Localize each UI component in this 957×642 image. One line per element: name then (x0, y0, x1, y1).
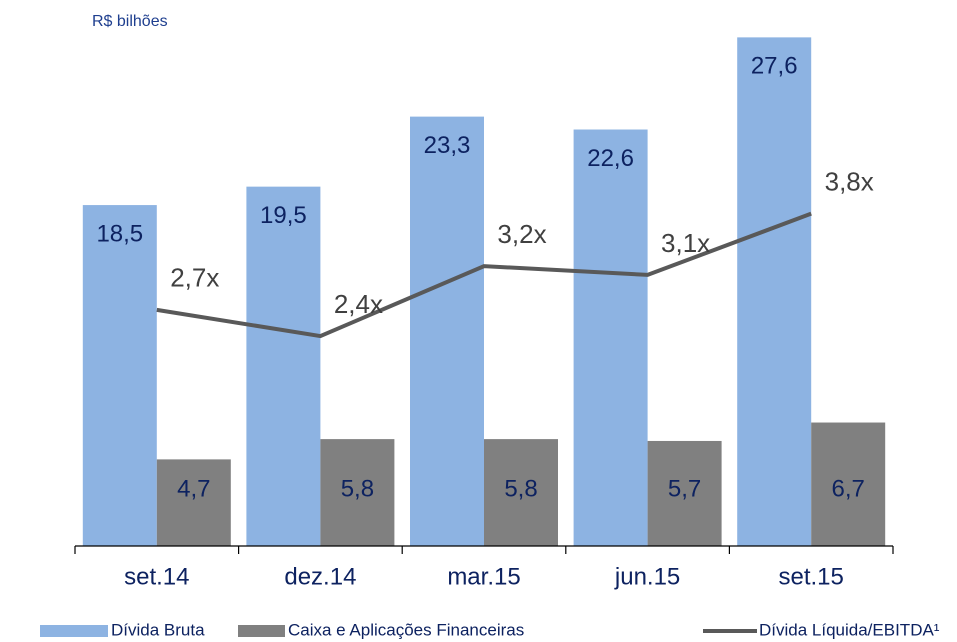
data-label: 6,7 (832, 475, 865, 502)
bar (156, 459, 231, 546)
line-label: 3,1x (661, 228, 710, 258)
bar (811, 422, 886, 546)
line-label: 3,2x (497, 219, 546, 249)
data-label: 5,8 (341, 475, 374, 502)
data-label: 19,5 (260, 202, 307, 229)
bar (737, 37, 812, 546)
data-label: 22,6 (587, 145, 634, 172)
x-tick-label: set.14 (124, 563, 189, 590)
x-tick-label: dez.14 (284, 563, 356, 590)
data-label: 23,3 (424, 132, 471, 159)
bar (82, 205, 157, 547)
data-label: 4,7 (177, 475, 210, 502)
bar (246, 186, 321, 546)
line-label: 3,8x (825, 167, 874, 197)
legend-label: Caixa e Aplicações Financeiras (288, 620, 524, 639)
line (156, 211, 812, 339)
legend-label: Dívida Bruta (111, 620, 205, 639)
legend-swatch (238, 625, 285, 637)
x-tick-label: jun.15 (614, 563, 680, 590)
bar (573, 129, 648, 546)
data-label: 5,7 (668, 475, 701, 502)
x-tick-label: set.15 (779, 563, 844, 590)
unit-label: R$ bilhões (92, 13, 168, 30)
legend-swatch (40, 625, 108, 637)
data-label: 5,8 (504, 475, 537, 502)
data-label: 18,5 (96, 220, 143, 247)
bar (484, 439, 558, 546)
legend-label: Dívida Líquida/EBITDA¹ (759, 620, 940, 639)
line-label: 2,4x (334, 289, 383, 319)
bar (320, 439, 395, 546)
bar (647, 440, 722, 546)
data-label: 27,6 (751, 53, 798, 80)
bar (410, 116, 484, 546)
line-label: 2,7x (170, 263, 219, 293)
x-tick-label: mar.15 (447, 563, 520, 590)
